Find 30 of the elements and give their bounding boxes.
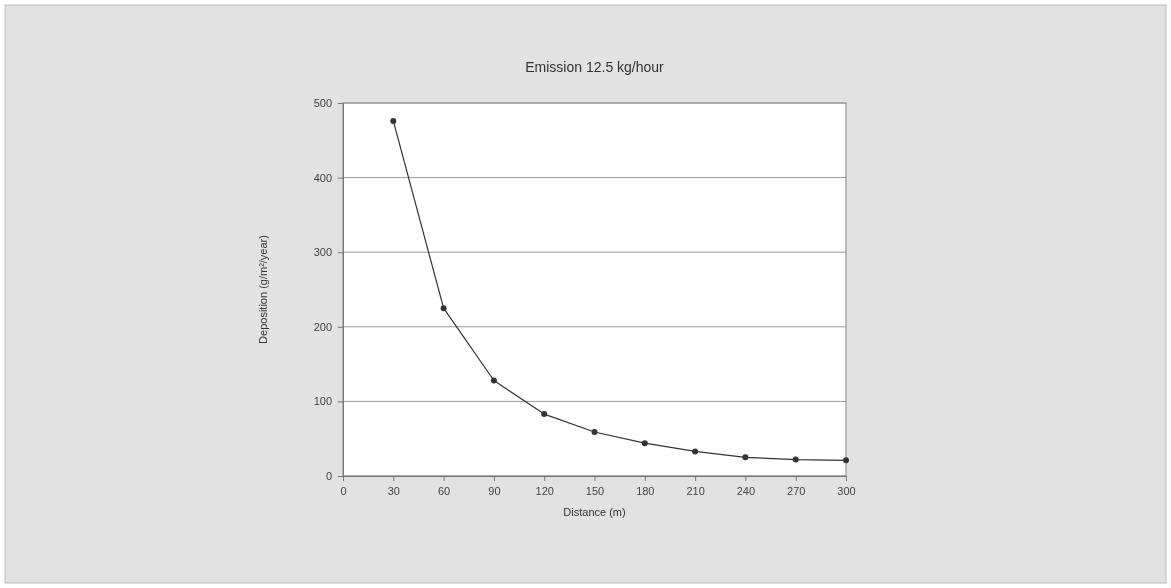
- point: [440, 305, 447, 312]
- y-tick-label: 200: [313, 320, 332, 333]
- point: [742, 454, 749, 461]
- x-tick-label: 150: [585, 484, 605, 497]
- y-tick-label: 500: [313, 97, 332, 110]
- x-tick-label: 60: [437, 484, 451, 497]
- x-tick-label: 180: [636, 484, 655, 497]
- y-axis-title: Deposition (g/m²/year): [257, 235, 269, 344]
- x-tick-label: 90: [488, 484, 501, 497]
- point: [843, 457, 849, 464]
- x-tick-label: 240: [736, 484, 756, 497]
- y-tick-label: 0: [325, 470, 332, 483]
- point: [641, 440, 648, 447]
- x-tick-label: 0: [340, 484, 347, 497]
- point: [541, 411, 548, 418]
- y-tick-label: 400: [313, 171, 332, 184]
- point: [390, 117, 397, 124]
- x-tick-label: 120: [535, 484, 554, 497]
- point: [490, 377, 497, 384]
- point: [591, 428, 598, 435]
- x-axis-title: Distance (m): [563, 506, 626, 518]
- x-tick-label: 30: [387, 484, 400, 497]
- x-tick-label: 210: [686, 484, 705, 497]
- y-tick-label: 300: [313, 246, 332, 259]
- x-tick-label: 300: [837, 484, 856, 497]
- point: [792, 456, 799, 463]
- point: [692, 448, 699, 455]
- x-tick-label: 270: [787, 484, 806, 497]
- y-tick-label: 100: [313, 395, 332, 408]
- chart-title: Emission 12.5 kg/hour: [525, 59, 665, 75]
